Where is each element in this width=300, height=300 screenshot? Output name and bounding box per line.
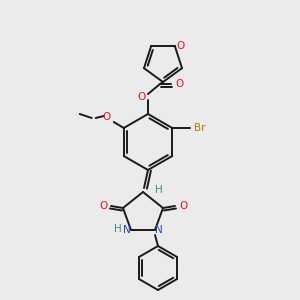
Text: H: H [114,224,122,234]
Text: O: O [137,92,145,102]
Text: O: O [99,201,107,211]
Text: O: O [103,112,111,122]
Text: O: O [177,41,185,51]
Text: N: N [123,225,131,235]
Text: N: N [155,225,163,235]
Text: O: O [179,201,187,211]
Text: H: H [155,185,163,195]
Text: Br: Br [194,123,206,133]
Text: O: O [175,79,183,89]
